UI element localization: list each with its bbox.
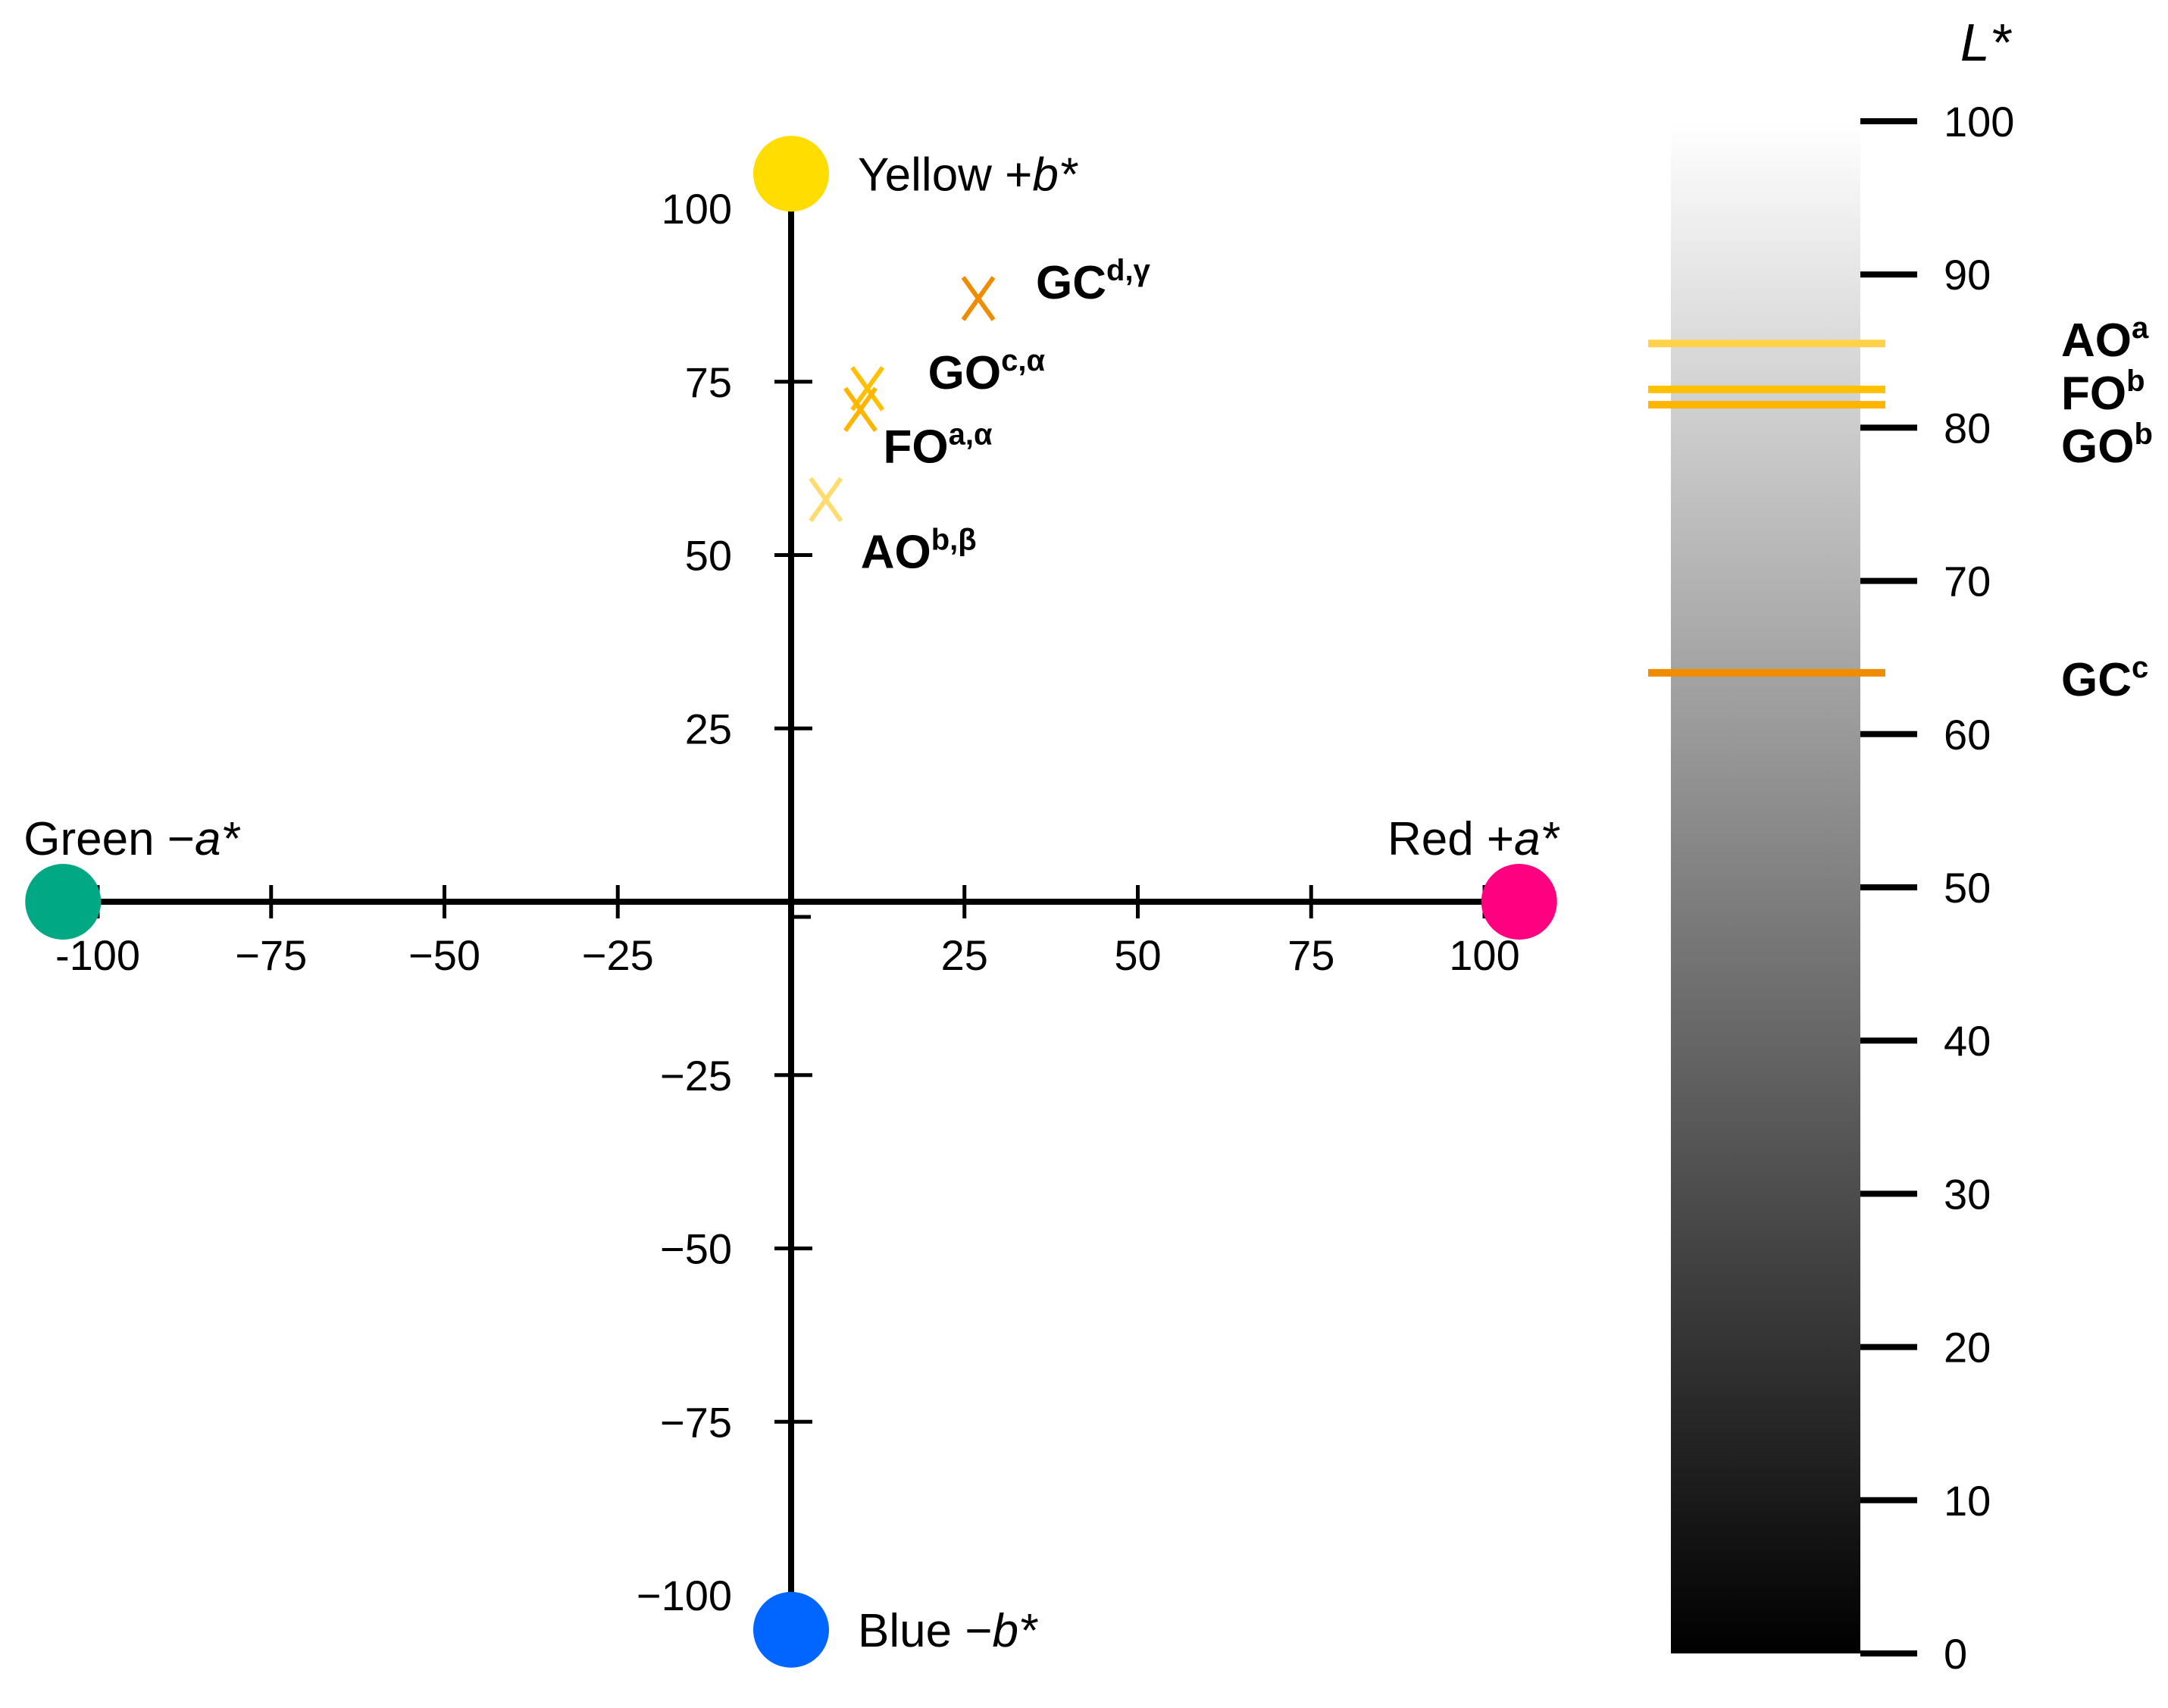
- b-tick-label: 75: [685, 358, 732, 406]
- b-tick-label: −100: [637, 1572, 732, 1619]
- b-tick-label: −75: [660, 1398, 732, 1446]
- b-tick-label: 100: [662, 185, 732, 233]
- sample-marker-GC: [961, 276, 996, 321]
- b-tick-label: −50: [660, 1225, 732, 1273]
- lightness-tick-label: 90: [1944, 251, 1991, 299]
- b-tick-label: 25: [685, 705, 732, 752]
- lightness-tick-label: 0: [1944, 1630, 1967, 1678]
- lightness-marker-label-AO: AOa: [2061, 311, 2149, 367]
- lightness-tick-label: 50: [1944, 864, 1991, 912]
- a-tick-label: 100: [1449, 931, 1519, 979]
- lightness-tick-label: 20: [1944, 1324, 1991, 1372]
- a-tick-label: 50: [1114, 931, 1161, 979]
- b-tick-label: −25: [660, 1052, 732, 1100]
- sample-label-GC: GCd,γ: [1036, 254, 1151, 309]
- green-pole-label: Green −a*: [23, 813, 240, 865]
- sample-marker-FO: [843, 386, 878, 433]
- lightness-tick-label: 100: [1944, 98, 2014, 145]
- blue-pole-marker: [753, 1591, 829, 1668]
- blue-pole-label: Blue −b*: [858, 1605, 1038, 1657]
- red-pole-marker: [1481, 864, 1557, 940]
- lightness-gradient-bar: [1671, 121, 1860, 1653]
- b-tick-label: 50: [685, 532, 732, 580]
- lightness-tick-label: 40: [1944, 1017, 1991, 1065]
- lightness-tick-label: 30: [1944, 1170, 1991, 1218]
- red-pole-label: Red +a*: [1387, 813, 1560, 865]
- yellow-pole-label: Yellow +b*: [858, 149, 1078, 201]
- a-tick-label: −50: [408, 931, 480, 979]
- lightness-marker-label-FO: FOb: [2061, 364, 2145, 420]
- sample-marker-AO: [809, 477, 843, 523]
- a-tick-label: −25: [582, 931, 654, 979]
- lightness-axis-title: L*: [1960, 13, 2013, 72]
- green-pole-marker: [25, 864, 102, 940]
- yellow-pole-marker: [753, 136, 829, 212]
- a-tick-label: −75: [235, 931, 307, 979]
- sample-label-AO: AOb,β: [861, 523, 977, 578]
- lightness-tick-label: 10: [1944, 1477, 1991, 1525]
- a-tick-label: -100: [55, 931, 140, 979]
- lightness-tick-label: 80: [1944, 404, 1991, 452]
- lightness-marker-label-GC: GCc: [2061, 651, 2148, 706]
- sample-label-FO: FOa,α: [884, 418, 993, 473]
- a-tick-label: 75: [1287, 931, 1334, 979]
- sample-label-GO: GOc,α: [928, 344, 1046, 399]
- ab-plane: -100 −75 −50 −25 25 50 75 100 100 75 50 25 −25 −50 −75…: [23, 136, 1560, 1668]
- lightness-tick-label: 70: [1944, 558, 1991, 605]
- lightness-marker-label-GO: GOb: [2061, 418, 2153, 473]
- lightness-tick-label: 60: [1944, 711, 1991, 759]
- a-tick-label: 25: [941, 931, 988, 979]
